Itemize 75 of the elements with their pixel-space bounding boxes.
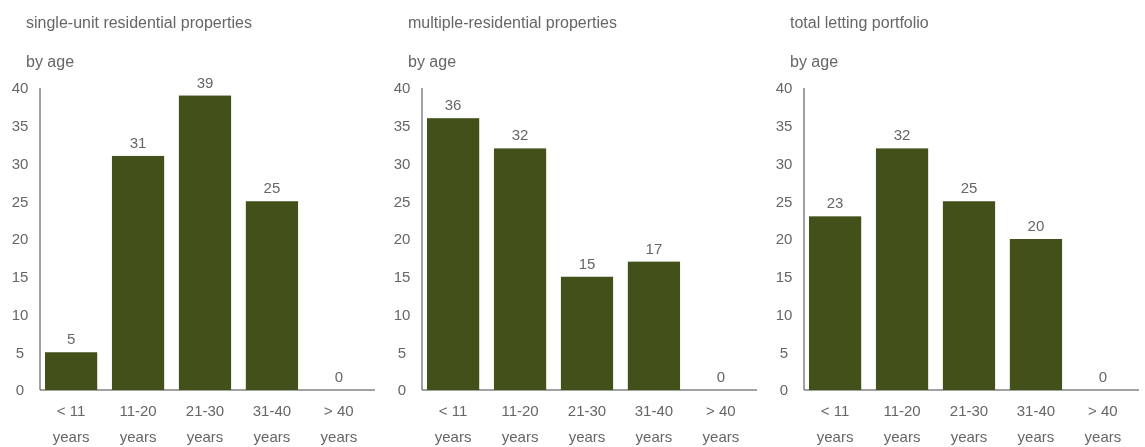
bar [427,118,480,390]
x-tick-label: < 11 years [434,402,472,445]
bar [178,95,232,390]
y-tick-label: 15 [393,268,411,285]
bar [809,216,862,390]
chart-title: multiple-residential properties [408,14,617,31]
chart-subtitle: by age [408,53,457,70]
y-tick-label: 40 [11,79,29,97]
y-tick-label: 5 [15,343,25,361]
data-label: 25 [263,179,281,197]
chart-title: single-unit residential properties [26,14,252,31]
chart-title: total letting portfolio [790,14,929,31]
x-tick-label: 21-30 years [185,402,225,445]
y-tick-label: 0 [779,381,789,399]
x-tick-label: > 40 years [702,402,740,445]
data-label: 20 [1027,217,1045,234]
bar [45,352,98,390]
data-label: 39 [196,73,214,91]
bar [493,148,547,390]
y-tick-label: 15 [11,268,29,285]
chart-subtitle: by age [26,53,75,70]
y-tick-label: 20 [393,230,411,248]
y-tick-label: 20 [775,230,793,248]
x-tick-label: 11-20 years [501,402,539,445]
y-tick-label: 30 [775,154,793,172]
x-tick-label: < 11 years [52,402,90,445]
y-tick-label: 35 [11,117,29,134]
bar [627,261,681,390]
bar [1009,239,1063,390]
y-tick-label: 10 [775,305,793,323]
x-tick-label: < 11 years [816,402,854,445]
x-tick-label: 11-20 years [119,402,157,445]
y-tick-label: 40 [393,79,411,97]
y-tick-label: 15 [775,268,793,285]
data-label: 36 [444,96,462,114]
bar [942,201,996,390]
y-tick-label: 35 [393,117,411,134]
x-tick-label: 31-40 years [634,402,674,445]
x-tick-label: 11-20 years [883,402,921,445]
y-tick-label: 25 [11,192,29,210]
data-label: 31 [129,133,147,151]
data-label: 5 [66,330,76,348]
x-tick-label: 21-30 years [567,402,607,445]
y-tick-label: 10 [11,305,29,323]
bar [875,148,929,390]
data-label: 0 [1098,368,1108,385]
data-label: 0 [716,368,726,385]
x-tick-label: 31-40 years [1016,402,1056,445]
y-tick-label: 30 [11,154,29,172]
chart-subtitle: by age [790,53,839,70]
bar [560,276,614,390]
y-tick-label: 20 [11,230,29,248]
y-tick-label: 0 [397,381,407,399]
y-tick-label: 0 [15,381,25,399]
y-tick-label: 30 [393,154,411,172]
y-tick-label: 40 [775,79,793,97]
y-tick-label: 10 [393,305,411,323]
x-tick-label: 31-40 years [252,402,292,445]
y-tick-label: 5 [397,343,407,361]
x-tick-label: 21-30 years [949,402,989,445]
bar [245,201,299,390]
y-tick-label: 5 [779,343,789,361]
x-tick-label: > 40 years [320,402,358,445]
data-label: 32 [893,126,911,144]
data-label: 32 [511,126,529,144]
bar [111,155,165,390]
y-tick-label: 25 [393,192,411,210]
data-label: 17 [645,239,663,257]
data-label: 0 [334,368,344,385]
x-tick-label: > 40 years [1084,402,1122,445]
data-label: 23 [826,194,844,212]
y-tick-label: 35 [775,117,793,134]
y-tick-label: 25 [775,192,793,210]
data-label: 25 [960,179,978,197]
data-label: 15 [578,254,596,272]
